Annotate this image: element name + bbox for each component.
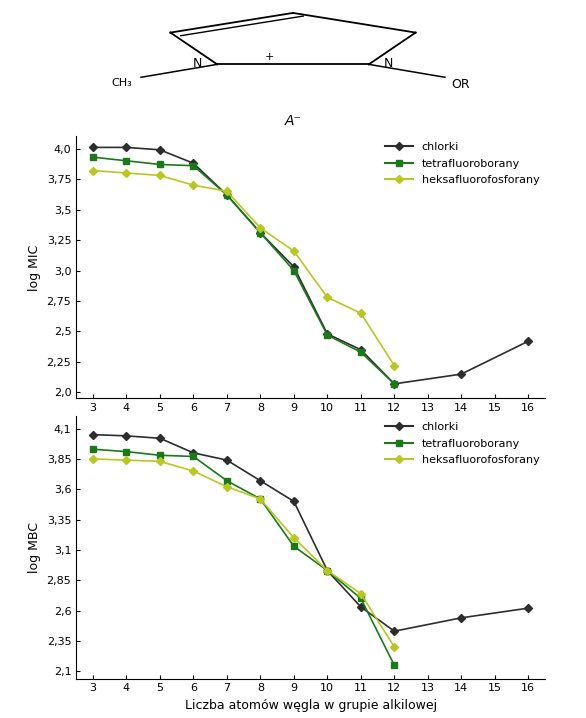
Text: A⁻: A⁻ [285, 114, 301, 129]
X-axis label: Liczba atomów węgla w grupie alkilowej: Liczba atomów węgla w grupie alkilowej [185, 419, 437, 432]
Text: N: N [383, 57, 393, 70]
Text: N: N [193, 57, 203, 70]
Y-axis label: log MBC: log MBC [28, 522, 41, 573]
Legend: chlorki, tetrafluoroborany, heksafluorofosforany: chlorki, tetrafluoroborany, heksafluorof… [385, 142, 540, 185]
Text: CH₃: CH₃ [111, 78, 132, 88]
Text: +: + [265, 52, 274, 62]
X-axis label: Liczba atomów węgla w grupie alkilowej: Liczba atomów węgla w grupie alkilowej [185, 699, 437, 712]
Y-axis label: log MIC: log MIC [28, 244, 41, 291]
Legend: chlorki, tetrafluoroborany, heksafluorofosforany: chlorki, tetrafluoroborany, heksafluorof… [385, 422, 540, 465]
Text: OR: OR [451, 78, 469, 91]
